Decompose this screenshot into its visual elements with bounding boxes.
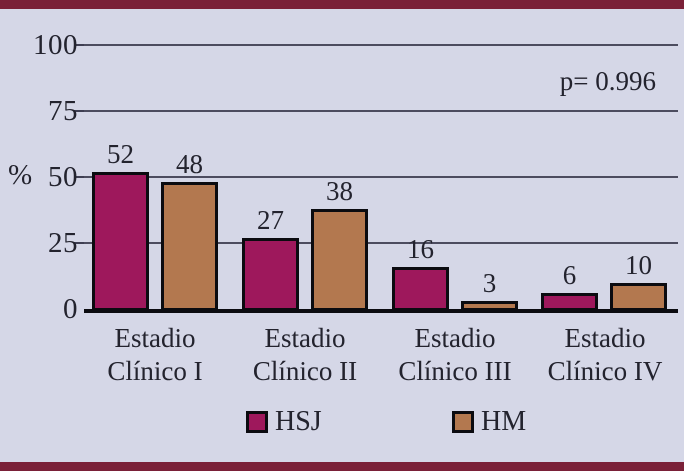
bar-hm-estadio-cl-nico-ii [311, 209, 368, 311]
bar-hsj-estadio-cl-nico-iv [541, 293, 598, 311]
tick-100 [74, 44, 84, 46]
value-label-hm-estadio-cl-nico-iv: 10 [625, 250, 652, 280]
x-axis-line [84, 309, 678, 313]
category-label-estadio-cl-nico-iii: Estadio Clínico III [398, 323, 512, 386]
value-label-hsj-estadio-cl-nico-i: 52 [107, 139, 134, 169]
gridline-50 [84, 176, 678, 178]
value-label-hsj-estadio-cl-nico-ii: 27 [257, 205, 284, 235]
value-label-hsj-estadio-cl-nico-iv: 6 [562, 260, 577, 290]
value-label-hm-estadio-cl-nico-i: 48 [176, 149, 203, 179]
category-label-estadio-cl-nico-ii: Estadio Clínico II [252, 323, 358, 386]
tick-75 [74, 110, 84, 112]
p-value-annotation: p= 0.996 [559, 66, 656, 96]
y-tick-label-0: 0 [63, 293, 78, 325]
y-tick-label-50: 50 [48, 161, 78, 193]
bar-hsj-estadio-cl-nico-iii [392, 267, 449, 311]
legend-label-hsj: HSJ [275, 406, 322, 437]
legend-label-hm: HM [481, 406, 527, 437]
y-tick-label-100: 100 [33, 29, 78, 61]
gridline-25 [84, 242, 678, 244]
y-tick-label-75: 75 [48, 95, 78, 127]
bar-hsj-estadio-cl-nico-ii [242, 238, 299, 311]
y-tick-label-25: 25 [48, 227, 78, 259]
legend-swatch-hm [452, 411, 474, 433]
value-label-hm-estadio-cl-nico-ii: 38 [326, 176, 353, 206]
gridline-75 [84, 110, 678, 112]
bar-hm-estadio-cl-nico-iv [610, 283, 667, 311]
bar-hm-estadio-cl-nico-iii [461, 301, 518, 311]
bottom-frame-rule [0, 462, 684, 471]
gridline-100 [84, 44, 678, 46]
top-frame-rule [0, 0, 684, 9]
legend-item-hsj: HSJ [246, 406, 322, 437]
bar-hsj-estadio-cl-nico-i [92, 172, 149, 311]
legend-item-hm: HM [452, 406, 527, 437]
value-label-hsj-estadio-cl-nico-iii: 16 [407, 234, 434, 264]
value-label-hm-estadio-cl-nico-iii: 3 [482, 268, 497, 298]
y-axis-label: % [8, 159, 33, 191]
category-label-estadio-cl-nico-iv: Estadio Clínico IV [547, 323, 663, 386]
tick-50 [74, 176, 84, 178]
legend-swatch-hsj [246, 411, 268, 433]
category-label-estadio-cl-nico-i: Estadio Clínico I [107, 323, 203, 386]
bar-hm-estadio-cl-nico-i [161, 182, 218, 311]
tick-25 [74, 242, 84, 244]
